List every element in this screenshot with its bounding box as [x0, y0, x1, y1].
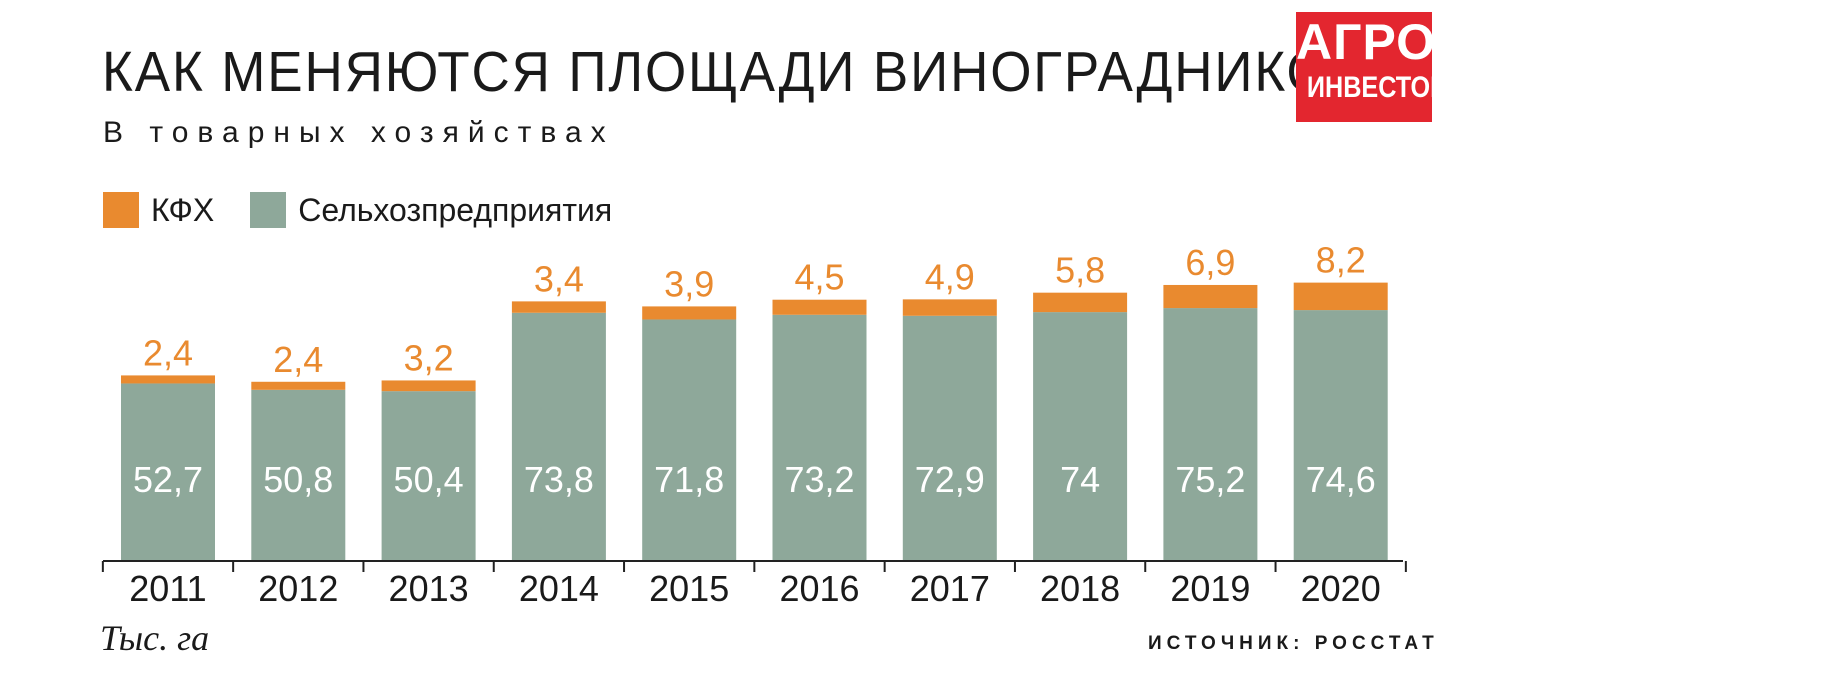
- data-label-agro-2014: 73,8: [524, 459, 594, 500]
- x-tick-label-2019: 2019: [1170, 568, 1250, 609]
- x-tick-label-2011: 2011: [129, 568, 206, 609]
- data-label-kfh-2019: 6,9: [1185, 242, 1235, 283]
- bar-agro-2013: [381, 391, 476, 560]
- legend-swatch-agro: [250, 192, 287, 228]
- bar-kfh-2018: [1033, 292, 1128, 313]
- legend-label-kfh: КФХ: [151, 191, 215, 228]
- source-label: ИСТОЧНИК: РОССТАТ: [1148, 633, 1439, 654]
- data-label-agro-2015: 71,8: [654, 459, 724, 500]
- data-label-agro-2018: 74: [1060, 459, 1100, 500]
- bar-agro-2018: [1033, 312, 1128, 560]
- data-label-agro-2013: 50,4: [394, 459, 464, 500]
- chart-title: КАК МЕНЯЮТСЯ ПЛОЩАДИ ВИНОГРАДНИКОВ: [102, 40, 1367, 104]
- legend-label-agro: Сельхозпредприятия: [298, 191, 613, 228]
- bar-agro-2016: [772, 314, 867, 560]
- x-tick-label-2012: 2012: [258, 568, 338, 609]
- data-label-kfh-2018: 5,8: [1055, 250, 1105, 291]
- data-label-kfh-2013: 3,2: [404, 337, 454, 378]
- legend-item-agro: Сельхозпредприятия: [250, 192, 612, 229]
- bar-kfh-2015: [642, 306, 737, 320]
- data-label-agro-2012: 50,8: [263, 459, 333, 500]
- bar-kfh-2019: [1163, 284, 1258, 309]
- data-label-kfh-2012: 2,4: [273, 339, 323, 380]
- x-tick-label-2020: 2020: [1301, 568, 1381, 609]
- bar-agro-2012: [251, 389, 346, 560]
- x-tick-label-2015: 2015: [649, 568, 729, 609]
- logo-line2: ИНВЕСТОР: [1306, 71, 1432, 104]
- bar-kfh-2013: [381, 380, 476, 392]
- bar-agro-2015: [642, 319, 737, 560]
- agroinvestor-logo: АГРО ИНВЕСТОР: [1296, 12, 1432, 122]
- data-label-kfh-2020: 8,2: [1316, 240, 1366, 281]
- bar-agro-2017: [902, 315, 997, 560]
- data-label-agro-2019: 75,2: [1175, 459, 1245, 500]
- x-tick-label-2017: 2017: [910, 568, 990, 609]
- bar-agro-2011: [121, 383, 215, 560]
- bar-kfh-2014: [511, 301, 606, 313]
- x-tick-label-2014: 2014: [519, 568, 599, 609]
- data-label-kfh-2015: 3,9: [664, 263, 714, 304]
- legend: КФХ Сельхозпредприятия: [103, 188, 648, 232]
- bar-agro-2014: [511, 312, 606, 560]
- bar-kfh-2016: [772, 299, 867, 315]
- bar-kfh-2011: [121, 375, 215, 384]
- legend-item-kfh: КФХ: [103, 192, 214, 229]
- x-tick-label-2016: 2016: [779, 568, 859, 609]
- bar-agro-2020: [1293, 310, 1388, 560]
- logo-line1: АГРО: [1296, 14, 1432, 70]
- data-label-kfh-2016: 4,5: [794, 257, 844, 298]
- x-tick-label-2018: 2018: [1040, 568, 1120, 609]
- bar-kfh-2020: [1293, 282, 1388, 311]
- data-label-agro-2016: 73,2: [784, 459, 854, 500]
- data-label-agro-2020: 74,6: [1306, 459, 1376, 500]
- unit-label: Тыс. га: [100, 618, 210, 658]
- legend-swatch-kfh: [103, 192, 139, 228]
- data-label-agro-2017: 72,9: [915, 459, 985, 500]
- bar-kfh-2012: [251, 381, 346, 390]
- bar-agro-2019: [1163, 308, 1258, 560]
- chart-subtitle: В товарных хозяйствах: [103, 116, 615, 149]
- data-label-kfh-2011: 2,4: [143, 332, 193, 373]
- data-label-kfh-2017: 4,9: [925, 256, 975, 297]
- bar-kfh-2017: [902, 299, 997, 316]
- data-label-agro-2011: 52,7: [133, 459, 203, 500]
- x-tick-label-2013: 2013: [389, 568, 469, 609]
- data-label-kfh-2014: 3,4: [534, 258, 584, 299]
